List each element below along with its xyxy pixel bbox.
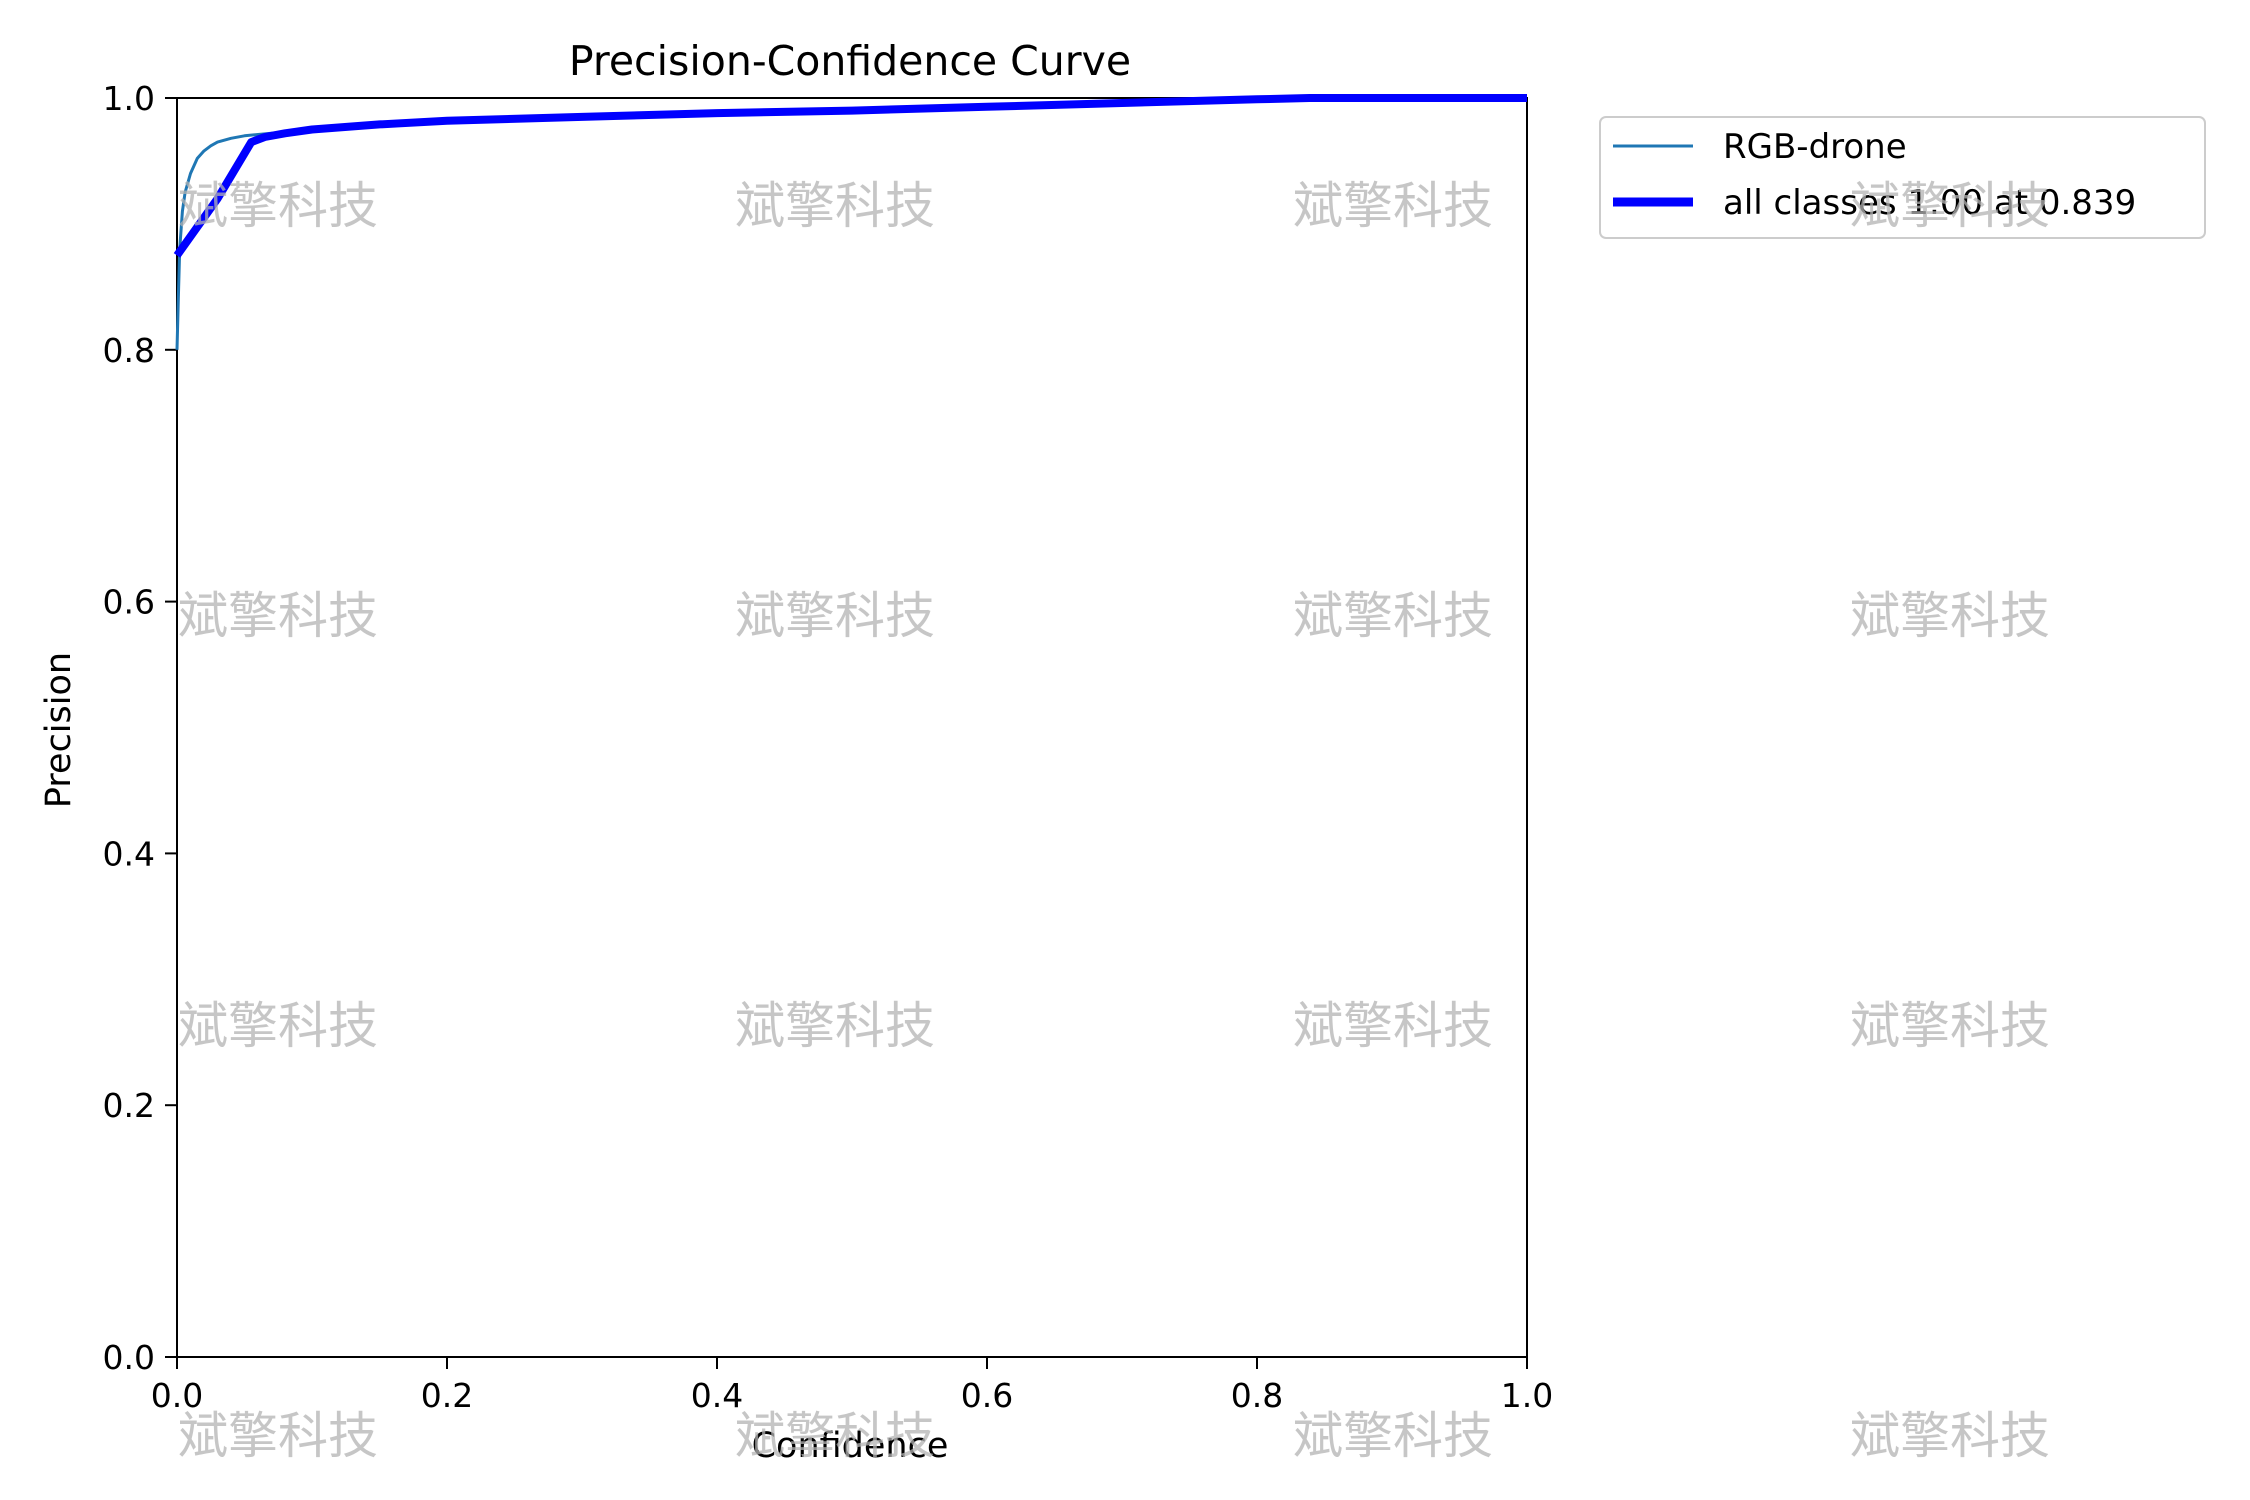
series-layer (173, 94, 1527, 350)
legend-label-rgb-drone: RGB-drone (1723, 127, 1907, 167)
legend-frame (1599, 116, 2206, 239)
series-line-all-classes (173, 94, 1527, 258)
watermark-text: 斌擎科技 (1850, 177, 2050, 235)
watermark-text: 斌擎科技 (178, 587, 378, 645)
plot-area (176, 97, 1528, 1358)
watermark-text: 斌擎科技 (178, 997, 378, 1055)
watermark-text: 斌擎科技 (1293, 177, 1493, 235)
y-tick-label: 0.2 (103, 1086, 155, 1125)
x-tick-label: 0.4 (691, 1376, 743, 1415)
watermark-text: 斌擎科技 (178, 177, 378, 235)
y-tick-label: 1.0 (103, 79, 155, 118)
legend-label-all-classes: all classes 1.00 at 0.839 (1723, 183, 2136, 223)
watermark-text: 斌擎科技 (1293, 587, 1493, 645)
watermark-text: 斌擎科技 (735, 1407, 935, 1465)
x-tick-label: 0.8 (1231, 1376, 1283, 1415)
y-tick-label: 0.4 (103, 834, 155, 873)
x-tick-label: 1.0 (1501, 1376, 1553, 1415)
x-tick-label: 0.6 (961, 1376, 1013, 1415)
x-tick-label: 0.0 (151, 1376, 203, 1415)
watermark-text: 斌擎科技 (1293, 997, 1493, 1055)
x-tick-label: 0.2 (421, 1376, 473, 1415)
watermark-text: 斌擎科技 (1850, 587, 2050, 645)
watermark-text: 斌擎科技 (1293, 1407, 1493, 1465)
legend: RGB-drone all classes 1.00 at 0.839 (1599, 116, 2206, 239)
x-axis: 0.0 0.2 0.4 0.6 0.8 1.0 (151, 1357, 1553, 1415)
plot-frame (176, 97, 1528, 1358)
y-tick-label: 0.6 (103, 583, 155, 622)
watermark-text: 斌擎科技 (735, 997, 935, 1055)
watermark-text: 斌擎科技 (1850, 997, 2050, 1055)
y-tick-label: 0.0 (103, 1338, 155, 1377)
watermark-text: 斌擎科技 (735, 587, 935, 645)
y-tick-label: 0.8 (103, 331, 155, 370)
y-axis: 0.0 0.2 0.4 0.6 0.8 1.0 (103, 79, 177, 1377)
y-axis-title: Precision (39, 652, 79, 808)
chart-title: Precision-Confidence Curve (569, 37, 1131, 85)
watermark-text: 斌擎科技 (735, 177, 935, 235)
watermark-text: 斌擎科技 (1850, 1407, 2050, 1465)
x-axis-title: Confidence (752, 1426, 949, 1466)
watermark-text: 斌擎科技 (178, 1407, 378, 1465)
